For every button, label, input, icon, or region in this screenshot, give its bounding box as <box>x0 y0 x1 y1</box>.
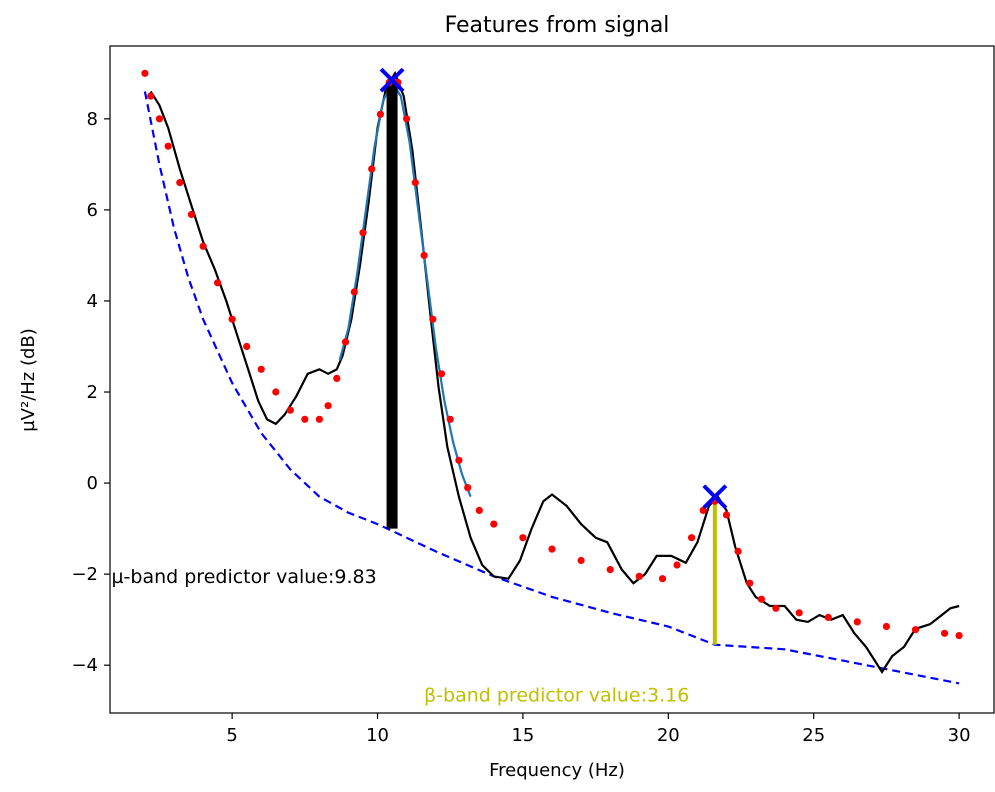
model-point <box>772 604 780 612</box>
model-point <box>359 229 367 237</box>
model-point <box>955 632 963 640</box>
y-tick-label: 4 <box>87 291 98 312</box>
annotation-0: µ-band predictor value:9.83 <box>111 566 376 588</box>
model-point <box>853 618 861 626</box>
model-point <box>199 242 207 250</box>
model-point <box>368 165 376 173</box>
model-point <box>403 115 411 123</box>
model-point <box>324 402 332 410</box>
model-point <box>411 179 419 187</box>
model-point <box>734 547 742 556</box>
x-tick-label: 5 <box>226 725 237 746</box>
model-point <box>333 374 341 382</box>
model-point <box>635 572 643 581</box>
y-axis-label: µV²/Hz (dB) <box>18 328 39 432</box>
x-tick-label: 20 <box>657 725 680 746</box>
y-axis-ticks: −4 −2 0 2 4 6 8 <box>71 109 110 676</box>
model-point <box>187 210 195 219</box>
model-point <box>464 484 472 492</box>
model-point <box>437 370 446 378</box>
model-point <box>577 556 585 565</box>
model-point <box>147 92 155 100</box>
model-point <box>658 575 667 583</box>
model-point <box>757 595 766 603</box>
x-axis-ticks: 5 10 15 20 25 30 <box>226 713 971 746</box>
peak-marker-1 <box>702 484 728 510</box>
series-line-1 <box>338 80 472 498</box>
model-point <box>272 388 280 396</box>
model-point <box>795 609 803 617</box>
model-point <box>141 69 149 77</box>
model-point <box>519 534 527 542</box>
model-point <box>315 415 323 423</box>
y-tick-label: 8 <box>87 109 98 130</box>
annotation-1: β-band predictor value:3.16 <box>424 685 689 707</box>
y-tick-label: 2 <box>87 382 98 403</box>
model-point <box>350 288 358 296</box>
x-tick-label: 10 <box>366 725 389 746</box>
model-point <box>911 626 920 634</box>
model-point <box>429 315 437 323</box>
model-point <box>243 342 251 351</box>
model-point <box>176 179 184 187</box>
x-tick-label: 30 <box>948 725 971 746</box>
model-point <box>941 629 949 637</box>
model-point <box>446 415 454 423</box>
model-point <box>548 545 556 553</box>
series-line-2 <box>143 91 960 685</box>
model-point <box>420 251 428 259</box>
model-point <box>475 506 483 514</box>
model-point <box>824 613 832 622</box>
x-tick-label: 25 <box>802 725 825 746</box>
model-point <box>376 110 384 118</box>
model-point <box>455 456 463 464</box>
peak-marker-0 <box>379 67 405 93</box>
model-point <box>746 579 754 587</box>
plot-frame <box>109 45 995 714</box>
model-point <box>722 511 731 519</box>
model-point <box>341 338 350 346</box>
y-tick-label: −4 <box>71 655 98 676</box>
y-tick-label: 6 <box>87 200 98 221</box>
model-point <box>228 315 236 323</box>
plot-area: µ-band predictor value:9.83 β-band predic… <box>111 67 963 707</box>
model-point <box>882 622 891 631</box>
model-point <box>301 415 309 423</box>
model-point <box>155 115 163 123</box>
model-point <box>164 142 172 150</box>
chart-title: Features from signal <box>445 13 670 38</box>
model-point <box>606 566 614 574</box>
model-point <box>673 561 681 569</box>
model-point <box>688 534 696 542</box>
model-point <box>214 279 222 287</box>
model-point <box>286 406 294 414</box>
y-tick-label: 0 <box>87 473 98 494</box>
model-point <box>257 365 265 373</box>
model-point <box>490 520 498 528</box>
x-tick-label: 15 <box>511 725 534 746</box>
x-axis-label: Frequency (Hz) <box>489 760 625 781</box>
y-tick-label: −2 <box>71 564 98 585</box>
